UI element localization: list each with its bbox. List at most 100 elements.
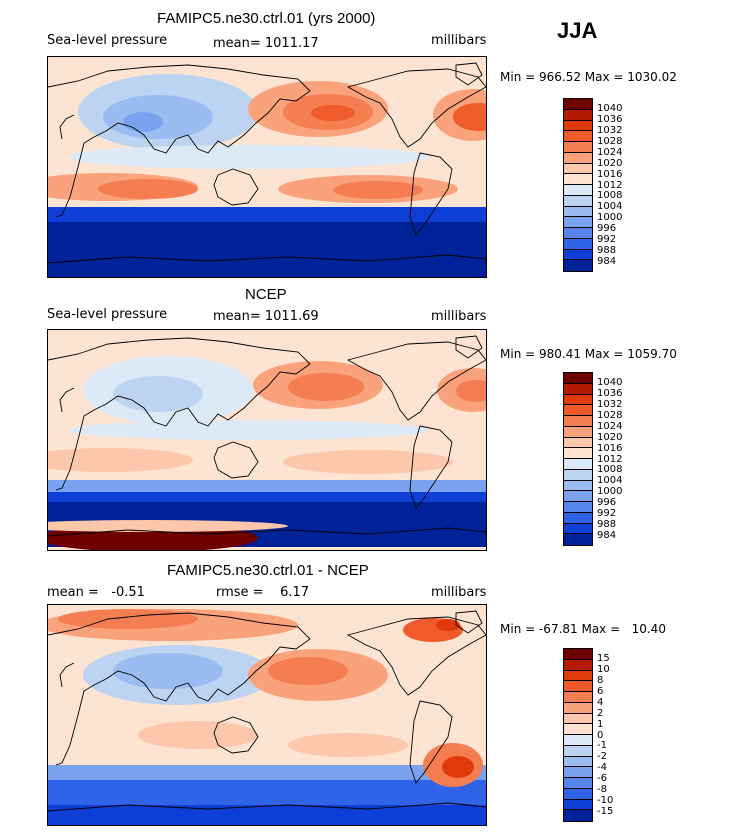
colorbar-swatch [564, 702, 592, 714]
colorbar-tick-label: 0 [597, 729, 604, 741]
colorbar-swatch [564, 405, 592, 416]
coastlines [48, 335, 486, 537]
colorbar-tick-label: 1000 [597, 212, 623, 224]
panel-3-rmse-label: rmse = 6.17 [216, 585, 310, 600]
colorbar-swatch [564, 713, 592, 725]
colorbar-tick-label: 1 [597, 718, 604, 730]
colorbar-swatch [564, 249, 592, 261]
panel-2-mean-label: mean= 1011.69 [213, 309, 319, 324]
panel-3-map [47, 604, 487, 826]
colorbar-tick-label: -15 [597, 805, 614, 817]
colorbar-tick-label: 1028 [597, 136, 623, 147]
season-label: JJA [557, 18, 598, 43]
panel-1-units-label: millibars [431, 33, 487, 48]
colorbar-tick-label: 992 [597, 507, 617, 519]
colorbar-tick-label: 1016 [597, 168, 623, 180]
panel-3-units-label: millibars [431, 585, 487, 600]
colorbar-swatch [564, 437, 592, 449]
panel-2-map [47, 329, 487, 551]
panel-1-title: FAMIPC5.ne30.ctrl.01 (yrs 2000) [157, 10, 376, 27]
panel-1-colorbar [563, 98, 593, 272]
colorbar-swatch [564, 778, 592, 789]
colorbar-swatch [564, 195, 592, 207]
colorbar-swatch [564, 767, 592, 778]
colorbar-swatch [564, 491, 592, 502]
colorbar-tick-label: 1040 [597, 103, 623, 115]
colorbar-swatch [564, 692, 592, 703]
colorbar-tick-label: 6 [597, 686, 604, 697]
colorbar-tick-label: 15 [597, 653, 610, 665]
colorbar-swatch [564, 756, 592, 768]
colorbar-tick-label: 1040 [597, 377, 623, 389]
colorbar-tick-label: 1024 [597, 146, 623, 158]
colorbar-swatch [564, 469, 592, 481]
colorbar-tick-label: 996 [597, 497, 617, 508]
colorbar-swatch [564, 416, 592, 427]
colorbar-tick-label: 1032 [597, 125, 623, 137]
colorbar-tick-label: 10 [597, 664, 610, 676]
colorbar-swatch [564, 185, 592, 196]
colorbar-swatch [564, 735, 592, 746]
panel-1-map [47, 56, 487, 278]
panel-2-units-label: millibars [431, 309, 487, 324]
coastlines [48, 62, 486, 264]
colorbar-swatch [564, 681, 592, 692]
colorbar-swatch [564, 163, 592, 175]
colorbar-swatch [564, 373, 592, 384]
panel-2-colorbar [563, 372, 593, 546]
colorbar-swatch [564, 142, 592, 153]
panel-3-title: FAMIPC5.ne30.ctrl.01 - NCEP [167, 562, 369, 579]
colorbar-swatch [564, 659, 592, 671]
colorbar-swatch [564, 502, 592, 513]
contour-field [48, 330, 486, 550]
colorbar-tick-label: 1008 [597, 190, 623, 202]
colorbar-swatch [564, 649, 592, 660]
colorbar-swatch [564, 260, 592, 271]
colorbar-swatch [564, 534, 592, 545]
colorbar-swatch [564, 109, 592, 121]
colorbar-tick-label: 1028 [597, 410, 623, 421]
colorbar-tick-label: 1004 [597, 475, 623, 487]
colorbar-tick-label: 984 [597, 255, 617, 267]
colorbar-swatch [564, 228, 592, 239]
colorbar-tick-label: -1 [597, 740, 607, 752]
panel-3-minmax: Min = -67.81 Max = 10.40 [500, 622, 666, 636]
colorbar-tick-label: -6 [597, 773, 607, 784]
colorbar-tick-label: 1008 [597, 464, 623, 476]
colorbar-tick-label: 2 [597, 707, 604, 719]
colorbar-tick-label: 1036 [597, 388, 623, 400]
colorbar-tick-label: 1012 [597, 453, 623, 465]
contour-field [48, 57, 486, 277]
panel-2-variable-label: Sea-level pressure [47, 307, 168, 322]
panel-3-mean-label: mean = -0.51 [47, 585, 145, 600]
colorbar-swatch [564, 724, 592, 735]
colorbar-tick-label: 1036 [597, 114, 623, 126]
colorbar-tick-label: 1012 [597, 179, 623, 191]
colorbar-tick-label: 1004 [597, 201, 623, 213]
panel-2-title: NCEP [245, 286, 287, 303]
colorbar-swatch [564, 480, 592, 492]
panel-1-variable-label: Sea-level pressure [47, 33, 168, 48]
coastlines [48, 610, 486, 812]
colorbar-tick-label: -8 [597, 783, 607, 795]
panel-1-minmax: Min = 966.52 Max = 1030.02 [500, 70, 677, 84]
panel-2-minmax: Min = 980.41 Max = 1059.70 [500, 347, 677, 361]
colorbar-swatch [564, 810, 592, 821]
colorbar-tick-label: 1024 [597, 420, 623, 432]
panel-1-mean-label: mean= 1011.17 [213, 36, 319, 51]
colorbar-swatch [564, 152, 592, 164]
colorbar-swatch [564, 799, 592, 811]
colorbar-swatch [564, 131, 592, 142]
colorbar-swatch [564, 383, 592, 395]
colorbar-swatch [564, 788, 592, 800]
colorbar-swatch [564, 745, 592, 757]
colorbar-swatch [564, 459, 592, 470]
colorbar-tick-label: 4 [597, 696, 604, 708]
colorbar-swatch [564, 238, 592, 250]
colorbar-tick-label: 988 [597, 244, 617, 256]
colorbar-tick-label: 988 [597, 518, 617, 530]
colorbar-swatch [564, 670, 592, 682]
colorbar-swatch [564, 206, 592, 218]
colorbar-tick-label: 992 [597, 233, 617, 245]
colorbar-swatch [564, 426, 592, 438]
